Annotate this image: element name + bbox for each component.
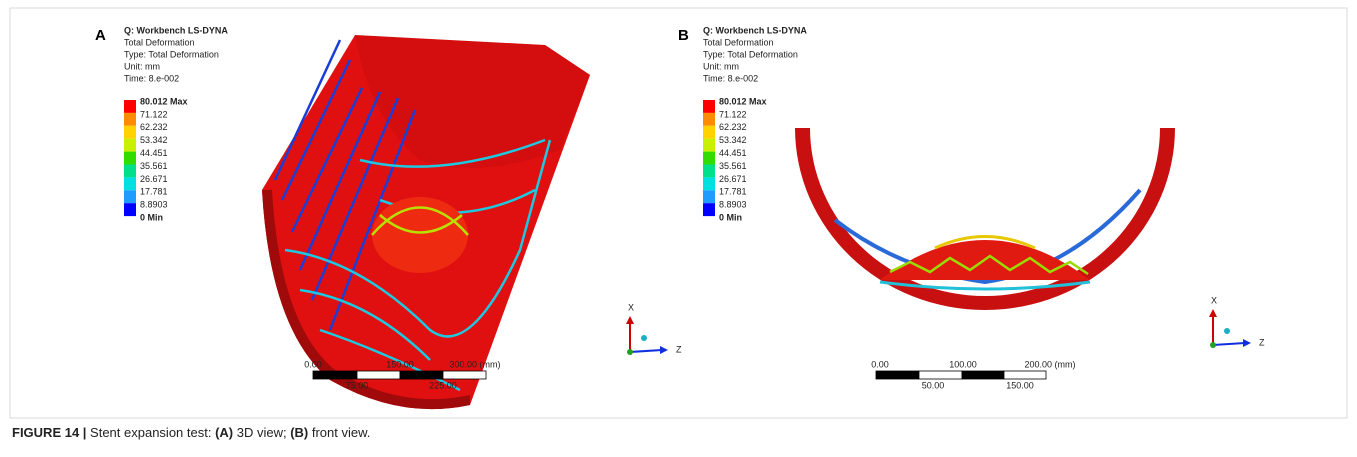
- scale-segment: [399, 370, 444, 380]
- legend-swatch: [124, 138, 136, 152]
- scale-segment: [312, 370, 358, 380]
- header-line: Time: 8.e-002: [124, 73, 179, 83]
- frame: [9, 7, 1348, 419]
- legend-swatch: [124, 190, 136, 204]
- model-front: [795, 128, 1175, 310]
- header-line: Time: 8.e-002: [703, 73, 758, 83]
- legend-label: 35.561: [719, 161, 747, 171]
- legend-label: 62.232: [140, 122, 168, 132]
- scale-segment: [875, 370, 920, 380]
- legend-swatch: [124, 164, 136, 178]
- scale-label: 0.00: [304, 359, 322, 369]
- scale-label: 150.00: [1006, 380, 1034, 390]
- arrow-x: [626, 316, 634, 324]
- legend-label: 0 Min: [140, 212, 163, 222]
- legend-label: 35.561: [140, 161, 168, 171]
- header-line: Total Deformation: [124, 37, 195, 47]
- header-line: Unit: mm: [703, 61, 739, 71]
- scale-label: 0.00: [871, 359, 889, 369]
- legend-label: 53.342: [719, 135, 747, 145]
- caption-part: (A): [215, 425, 233, 440]
- legend-label: 62.232: [719, 122, 747, 132]
- panel-label: A: [95, 27, 106, 44]
- arrow-x: [1209, 309, 1217, 317]
- legend-swatch: [703, 100, 715, 113]
- scale-label: 150.00: [386, 359, 414, 369]
- legend-swatch: [124, 100, 136, 113]
- legend-swatch: [703, 164, 715, 178]
- caption: FIGURE 14 | Stent expansion test: (A) 3D…: [12, 425, 370, 440]
- header-line: Q: Workbench LS-DYNA: [124, 25, 228, 35]
- legend-swatch: [124, 112, 136, 126]
- caption-part: Stent expansion test:: [86, 425, 215, 440]
- scale-label: 300.00 (mm): [449, 359, 500, 369]
- axis-label: X: [1211, 295, 1217, 305]
- legend-label: 71.122: [719, 109, 747, 119]
- header-line: Unit: mm: [124, 61, 160, 71]
- legend-swatch: [703, 190, 715, 204]
- legend-swatch: [703, 151, 715, 165]
- axis-z: [629, 349, 663, 353]
- legend-swatch: [124, 125, 136, 139]
- legend-label: 80.012 Max: [719, 96, 767, 106]
- caption-part: FIGURE 14 |: [12, 425, 86, 440]
- legend-swatch: [703, 203, 715, 217]
- axis-label: Z: [1259, 337, 1265, 347]
- scale-label: 50.00: [922, 380, 945, 390]
- header-line: Type: Total Deformation: [703, 49, 798, 59]
- scale-segment: [442, 370, 487, 380]
- caption-part: 3D view;: [233, 425, 290, 440]
- arrow-z: [660, 346, 668, 354]
- panel-label: B: [678, 27, 689, 44]
- arrow-z: [1243, 339, 1251, 347]
- legend-swatch: [703, 112, 715, 126]
- legend-label: 44.451: [140, 148, 168, 158]
- legend-label: 17.781: [719, 187, 747, 197]
- axis-label: Z: [676, 344, 682, 354]
- legend-label: 26.671: [719, 174, 747, 184]
- axis-origin: [627, 349, 633, 355]
- scale-segment: [1003, 370, 1047, 380]
- legend-label: 0 Min: [719, 212, 742, 222]
- legend-label: 26.671: [140, 174, 168, 184]
- legend-swatch: [703, 125, 715, 139]
- caption-part: front view.: [308, 425, 370, 440]
- scale-label: 100.00: [949, 359, 977, 369]
- header-line: Type: Total Deformation: [124, 49, 219, 59]
- legend-swatch: [703, 138, 715, 152]
- caption-part: (B): [290, 425, 308, 440]
- scale-segment: [356, 370, 401, 380]
- legend-label: 44.451: [719, 148, 747, 158]
- axis-label: X: [628, 302, 634, 312]
- header-line: Total Deformation: [703, 37, 774, 47]
- legend-swatch: [124, 151, 136, 165]
- legend-label: 71.122: [140, 109, 168, 119]
- axis-origin: [1210, 342, 1216, 348]
- header-line: Q: Workbench LS-DYNA: [703, 25, 807, 35]
- legend-swatch: [124, 203, 136, 217]
- legend-swatch: [703, 177, 715, 191]
- legend-label: 8.8903: [719, 200, 747, 210]
- legend-label: 17.781: [140, 187, 168, 197]
- axis-y: [1224, 328, 1230, 334]
- legend-label: 53.342: [140, 135, 168, 145]
- scale-segment: [918, 370, 963, 380]
- model-3d: [262, 35, 590, 410]
- scale-label: 200.00 (mm): [1024, 359, 1075, 369]
- legend-label: 8.8903: [140, 200, 168, 210]
- axis-y: [641, 335, 647, 341]
- axis-z: [1212, 342, 1246, 346]
- legend-swatch: [124, 177, 136, 191]
- legend-label: 80.012 Max: [140, 96, 188, 106]
- scale-label: 75.00: [346, 380, 369, 390]
- scale-segment: [961, 370, 1005, 380]
- scale-label: 225.00: [429, 380, 457, 390]
